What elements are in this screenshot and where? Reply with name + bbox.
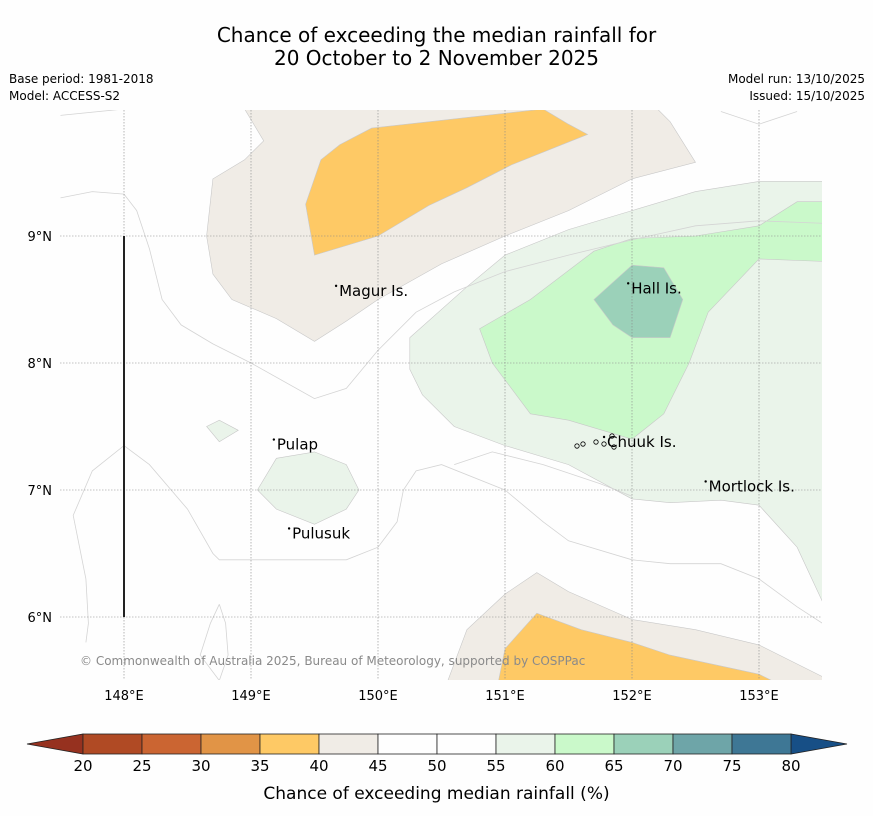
contour-line-0 xyxy=(60,110,119,116)
island-label-0: Magur Is. xyxy=(339,282,408,300)
copyright-text: © Commonwealth of Australia 2025, Bureau… xyxy=(80,654,585,668)
colorbar-segment-65-70 xyxy=(613,733,674,755)
region-55-60-3 xyxy=(206,419,239,443)
colorbar-segment-45-50 xyxy=(377,733,438,755)
x-tick-label-152: 152°E xyxy=(612,689,652,704)
chuuk-islet-3 xyxy=(601,441,607,447)
x-tick-label-151: 151°E xyxy=(485,689,525,704)
island-marker-2 xyxy=(272,438,276,441)
region-35-40-1 xyxy=(305,110,589,256)
x-tick-labels: 148°E 149°E 150°E 151°E 152°E 153°E xyxy=(104,689,779,704)
chart-title-line1: Chance of exceeding the median rainfall … xyxy=(216,23,657,47)
probability-regions xyxy=(206,110,822,680)
island-label-4: Mortlock Is. xyxy=(709,477,795,495)
y-tick-label-9: 9°N xyxy=(28,230,53,245)
island-marker-4 xyxy=(704,480,707,483)
colorbar-extend-high xyxy=(790,733,848,755)
x-tick-label-153: 153°E xyxy=(739,689,779,704)
colorbar-segment-30-35 xyxy=(200,733,261,755)
y-tick-label-8: 8°N xyxy=(28,357,53,372)
colorbar-tick-65: 65 xyxy=(604,757,623,775)
y-tick-labels: 6°N 7°N 8°N 9°N xyxy=(28,230,53,626)
island-marker-3 xyxy=(602,435,606,439)
model-run: Model run: 13/10/2025 xyxy=(727,72,865,86)
colorbar-segment-50-55 xyxy=(436,733,497,755)
colorbar-label: Chance of exceeding median rainfall (%) xyxy=(263,784,610,804)
colorbar-tick-55: 55 xyxy=(486,757,505,775)
chuuk-islet-4 xyxy=(609,433,615,439)
map-background xyxy=(60,110,822,680)
contour-line-3 xyxy=(72,445,822,643)
island-label-1: Hall Is. xyxy=(631,279,682,297)
island-marker-0 xyxy=(334,284,338,288)
chuuk-islet-1 xyxy=(580,441,586,447)
contour-line-4 xyxy=(199,604,229,680)
colorbar-tick-35: 35 xyxy=(250,757,269,775)
region-55-60-4 xyxy=(257,451,360,525)
y-tick-label-6: 6°N xyxy=(28,611,53,626)
colorbar-segment-60-65 xyxy=(554,733,615,755)
colorbar-segment-35-40 xyxy=(259,733,320,755)
island-marker-1 xyxy=(626,282,630,285)
island-label-3: Chuuk Is. xyxy=(607,433,676,451)
issued-date: Issued: 15/10/2025 xyxy=(749,89,865,103)
contour-line-5 xyxy=(720,111,798,125)
chuuk-islet-0 xyxy=(574,443,580,449)
colorbar-extend-low xyxy=(26,733,84,755)
chuuk-islet-2 xyxy=(593,439,599,445)
colorbar-tick-50: 50 xyxy=(427,757,446,775)
colorbar-tick-80: 80 xyxy=(781,757,800,775)
colorbar-tick-75: 75 xyxy=(722,757,741,775)
colorbar-segment-20-25 xyxy=(82,733,143,755)
colorbar: 20 25 30 35 40 45 50 55 60 65 70 75 80 xyxy=(26,733,848,775)
region-65-70-6 xyxy=(593,264,684,338)
island-label-5: Pulusuk xyxy=(292,524,350,542)
x-tick-label-149: 149°E xyxy=(231,689,271,704)
graticule xyxy=(60,110,822,680)
colorbar-segment-25-30 xyxy=(141,733,202,755)
metadata-left: Base period: 1981-2018 Model: ACCESS-S2 xyxy=(9,71,154,105)
island-marker-5 xyxy=(287,527,291,530)
x-tick-label-148: 148°E xyxy=(104,689,144,704)
chart-title-line2: 20 October to 2 November 2025 xyxy=(273,46,600,70)
colorbar-tick-60: 60 xyxy=(545,757,564,775)
colorbar-tick-40: 40 xyxy=(309,757,328,775)
colorbar-segment-40-45 xyxy=(318,733,379,755)
colorbar-tick-20: 20 xyxy=(73,757,92,775)
model-name: Model: ACCESS-S2 xyxy=(9,89,121,103)
chuuk-islet-5 xyxy=(611,444,617,450)
colorbar-segment-55-60 xyxy=(495,733,556,755)
contour-line-2 xyxy=(454,451,633,497)
contour-lines xyxy=(60,110,822,680)
colorbar-segment-70-75 xyxy=(672,733,733,755)
colorbar-tick-70: 70 xyxy=(663,757,682,775)
colorbar-tick-25: 25 xyxy=(132,757,151,775)
y-tick-label-7: 7°N xyxy=(28,484,53,499)
metadata-right: Model run: 13/10/2025 Issued: 15/10/2025 xyxy=(728,71,865,105)
colorbar-tick-45: 45 xyxy=(368,757,387,775)
island-markers: Magur Is. Hall Is. Pulap Chuuk Is. Mortlock … xyxy=(272,279,795,542)
island-label-2: Pulap xyxy=(277,436,318,454)
colorbar-segment-75-80 xyxy=(731,733,792,755)
colorbar-tick-30: 30 xyxy=(191,757,210,775)
contour-line-1 xyxy=(60,191,822,400)
x-tick-label-150: 150°E xyxy=(358,689,398,704)
base-period: Base period: 1981-2018 xyxy=(9,72,154,86)
